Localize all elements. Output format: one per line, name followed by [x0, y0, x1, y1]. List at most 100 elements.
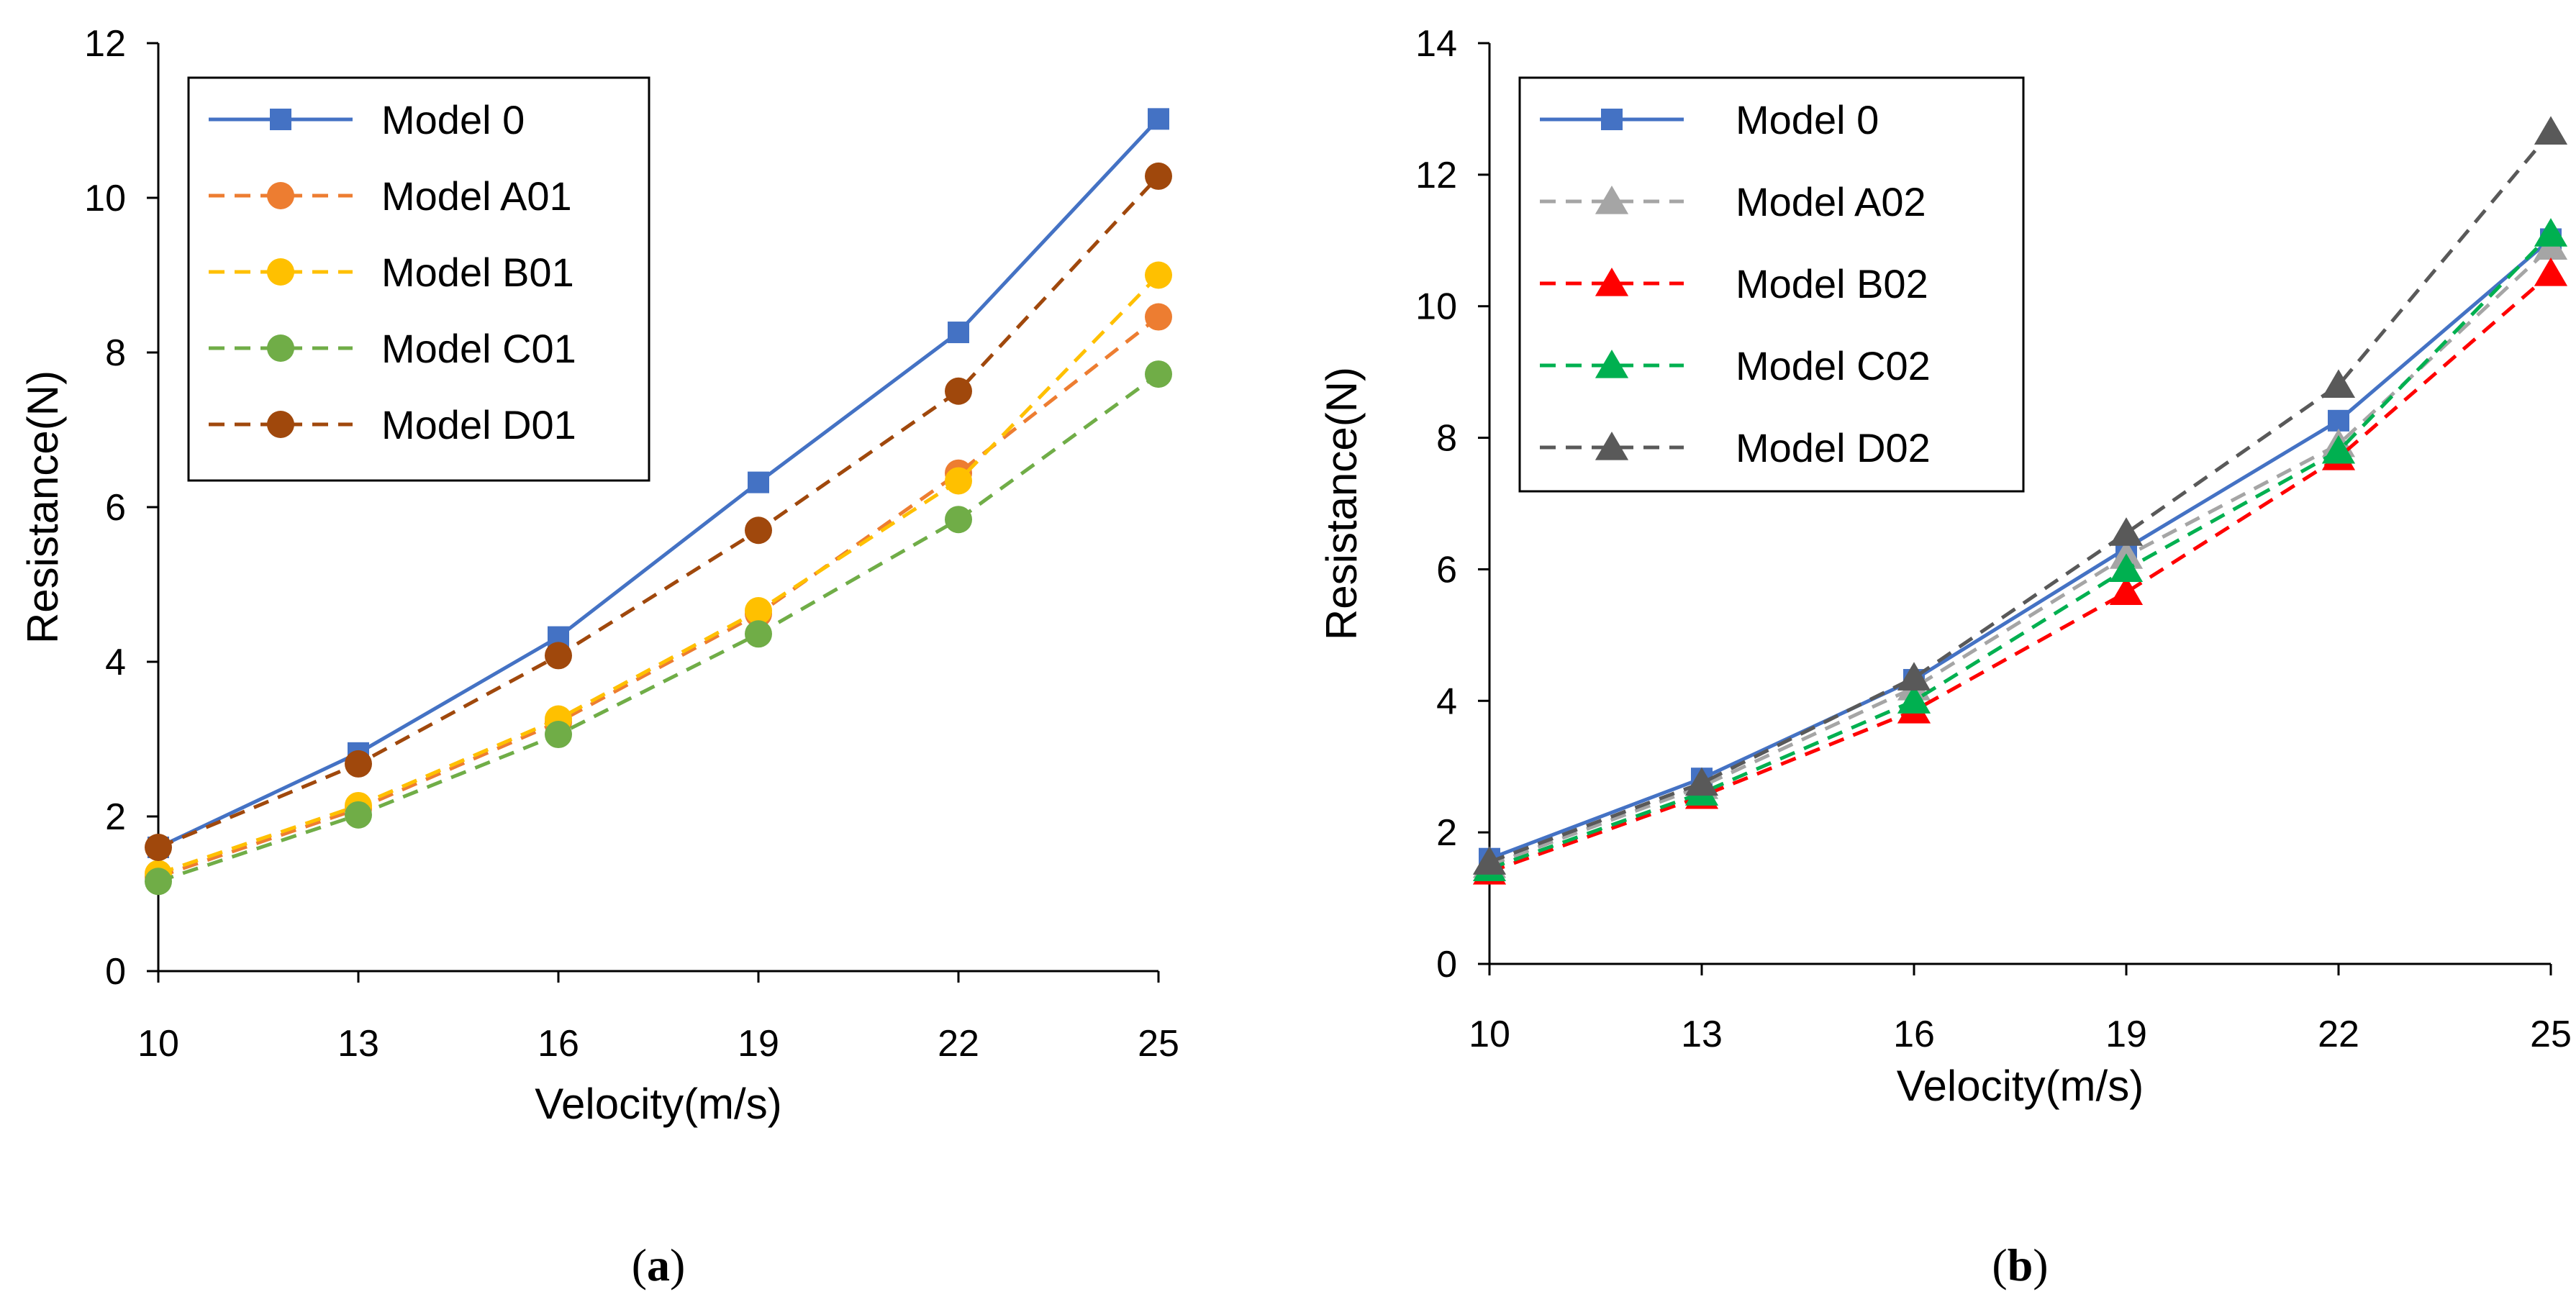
- legend-entry: Model C01: [209, 326, 576, 371]
- data-point-marker: [948, 322, 969, 344]
- data-point-marker: [1145, 261, 1172, 289]
- data-point-marker: [945, 377, 972, 405]
- x-tick-label: 10: [1469, 1014, 1510, 1055]
- series-line: [1489, 237, 2552, 861]
- data-point-marker: [1145, 162, 1172, 190]
- data-point-marker: [545, 721, 572, 749]
- legend-label: Model A02: [1736, 179, 1926, 224]
- data-point-marker: [745, 597, 772, 625]
- data-point-marker: [2534, 218, 2568, 247]
- data-point-marker: [2109, 517, 2144, 546]
- legend-label: Model 0: [1736, 97, 1879, 142]
- data-point-marker: [2534, 258, 2568, 286]
- y-tick-label: 8: [105, 332, 126, 374]
- legend-entry: Model 0: [1540, 97, 1879, 142]
- legend-marker: [1595, 350, 1629, 378]
- data-point-marker: [1897, 685, 1931, 714]
- panel-caption: (a): [632, 1239, 686, 1290]
- x-tick-label: 16: [1893, 1014, 1935, 1055]
- x-tick-label: 10: [137, 1023, 179, 1065]
- series-line: [1489, 245, 2552, 868]
- legend-entry: Model D02: [1540, 425, 1931, 470]
- panel-caption: (b): [1992, 1239, 2048, 1290]
- y-tick-label: 4: [105, 642, 126, 683]
- data-point-marker: [2534, 116, 2568, 145]
- data-point-marker: [345, 750, 372, 778]
- legend-entry: Model A02: [1540, 179, 1926, 224]
- series-line: [1489, 232, 2552, 870]
- legend-label: Model B02: [1736, 261, 1928, 306]
- legend-marker: [1595, 268, 1629, 296]
- data-point-marker: [748, 471, 769, 493]
- y-tick-label: 4: [1436, 680, 1457, 722]
- legend-label: Model D02: [1736, 425, 1931, 470]
- chart-panel-b: 0 2 4 6 8 10 12 14 10 13 16 19 22 25 Velocity(m/s) Resi…: [1318, 23, 2572, 1290]
- legend-entry: Model 0: [209, 97, 525, 142]
- series-line: [1489, 272, 2552, 874]
- legend-label: Model C01: [381, 326, 576, 371]
- chart-panel-a: 0 2 4 6 8 10 12 10 13 16 19 22 25 Velocity(m/s) Resist…: [19, 23, 1179, 1290]
- series-line: [158, 373, 1160, 883]
- legend: Model 0 Model A01 Model B01 Model C01 Model …: [187, 76, 650, 482]
- data-point-marker: [1148, 108, 1169, 130]
- legend-marker: [267, 411, 294, 438]
- legend-marker: [267, 334, 294, 362]
- y-tick-label: 8: [1436, 418, 1457, 460]
- legend-marker: [267, 258, 294, 286]
- legend-label: Model B01: [381, 250, 574, 295]
- data-point-marker: [1145, 360, 1172, 388]
- series-line: [158, 175, 1160, 850]
- legend-marker: [270, 109, 291, 130]
- x-tick-label: 13: [337, 1023, 379, 1065]
- y-axis-title: Resistance(N): [19, 370, 67, 644]
- data-point-marker: [145, 868, 172, 896]
- data-point-marker: [545, 642, 572, 670]
- series-line: [158, 273, 1160, 875]
- legend-marker: [267, 182, 294, 209]
- y-tick-label: 6: [1436, 549, 1457, 591]
- data-point-marker: [745, 620, 772, 648]
- legend-entry: Model B01: [209, 250, 574, 295]
- y-axis-title: Resistance(N): [1318, 367, 1366, 640]
- legend: Model 0 Model A02 Model B02 Model C02 Model …: [1518, 76, 2025, 493]
- series-line: [1489, 130, 2552, 864]
- legend-marker: [1601, 109, 1623, 130]
- legend-label: Model D01: [381, 402, 576, 447]
- data-point-marker: [2109, 553, 2144, 583]
- x-tick-label: 22: [938, 1023, 979, 1065]
- data-point-marker: [945, 506, 972, 534]
- data-point-marker: [1897, 662, 1931, 691]
- x-tick-label: 22: [2318, 1014, 2359, 1055]
- data-point-marker: [745, 516, 772, 545]
- y-tick-label: 0: [1436, 944, 1457, 985]
- data-point-marker: [2328, 409, 2349, 432]
- data-point-marker: [945, 467, 972, 495]
- legend-label: Model 0: [381, 97, 525, 142]
- x-axis-title: Velocity(m/s): [535, 1080, 781, 1128]
- legend-entry: Model D01: [209, 402, 576, 447]
- data-point-marker: [2109, 576, 2144, 606]
- y-tick-label: 12: [1415, 155, 1457, 196]
- x-axis-title: Velocity(m/s): [1897, 1062, 2144, 1110]
- series-model-d01: [145, 162, 1172, 861]
- data-point-marker: [1472, 846, 1507, 875]
- data-point-marker: [2321, 434, 2356, 464]
- y-tick-label: 12: [84, 23, 126, 65]
- series-line: [157, 117, 1160, 850]
- x-tick-label: 19: [738, 1023, 779, 1065]
- x-tick-label: 25: [1138, 1023, 1179, 1065]
- x-tick-label: 13: [1681, 1014, 1723, 1055]
- y-tick-label: 2: [105, 796, 126, 838]
- data-point-marker: [1684, 767, 1719, 796]
- legend-label: Model A01: [381, 173, 572, 219]
- y-tick-label: 14: [1415, 23, 1457, 65]
- data-point-marker: [345, 801, 372, 829]
- legend-entry: Model B02: [1540, 261, 1928, 306]
- x-tick-label: 25: [2530, 1014, 2572, 1055]
- y-tick-label: 0: [105, 951, 126, 993]
- x-tick-label: 19: [2105, 1014, 2147, 1055]
- legend-marker: [1595, 432, 1629, 460]
- legend-entry: Model A01: [209, 173, 572, 219]
- data-point-marker: [145, 834, 172, 861]
- y-tick-label: 6: [105, 487, 126, 529]
